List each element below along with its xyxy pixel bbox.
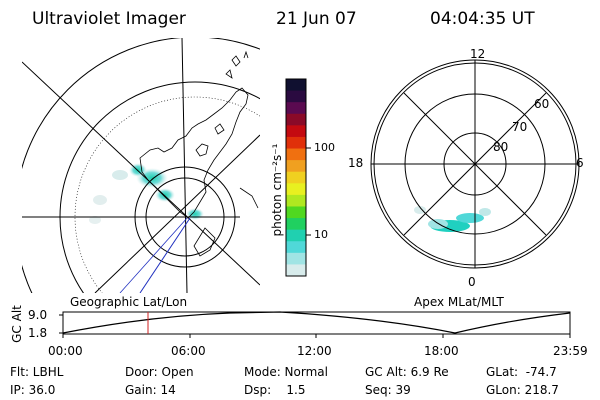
colorbar-segment	[286, 79, 306, 92]
colorbar-tick-label-100: 100	[314, 141, 335, 154]
apex-panel-label: Apex MLat/MLT	[414, 295, 504, 309]
status-filter: Flt: LBHL	[10, 365, 64, 379]
colorbar-segment	[286, 252, 306, 265]
colorbar-segment	[286, 241, 306, 254]
colorbar-tick-label-10: 10	[314, 228, 328, 241]
colorbar-segment	[286, 171, 306, 184]
colorbar	[286, 79, 306, 277]
coastline	[139, 87, 249, 219]
time-tick-0000: 00:00	[48, 344, 83, 358]
colorbar-segment	[286, 90, 306, 103]
colorbar-segment	[286, 218, 306, 231]
colorbar-segment	[286, 194, 306, 207]
colorbar-unit-label: photon cm⁻²s⁻¹	[270, 143, 284, 237]
geographic-panel-label: Geographic Lat/Lon	[70, 295, 188, 309]
altitude-ytick-top: 9.0	[28, 308, 48, 322]
lat-label-70: 70	[512, 120, 528, 134]
lat-label-80: 80	[493, 140, 509, 154]
status-gc-alt: GC Alt: 6.9 Re	[365, 365, 449, 379]
time-tick-1200: 12:00	[297, 344, 332, 358]
colorbar-segment	[286, 136, 306, 150]
mlt-label-12: 12	[470, 47, 486, 61]
colorbar-segment	[286, 160, 306, 173]
mlt-label-0: 0	[468, 275, 476, 289]
colorbar-segment	[286, 229, 306, 242]
time-tick-0600: 06:00	[171, 344, 206, 358]
altitude-ytick-bottom: 1.8	[28, 326, 48, 340]
altitude-axis-label: GC Alt	[10, 305, 24, 343]
mlt-label-18: 18	[348, 156, 364, 170]
colorbar-segment	[286, 206, 306, 219]
mlt-label-6: 6	[576, 156, 584, 170]
status-seq: Seq: 39	[365, 383, 411, 397]
altitude-plot	[59, 311, 571, 338]
status-ip: IP: 36.0	[10, 383, 56, 397]
colorbar-segment	[286, 125, 306, 138]
colorbar-segment	[286, 264, 306, 277]
status-mode: Mode: Normal	[244, 365, 328, 379]
geographic-map	[22, 38, 260, 293]
time-tick-2359: 23:59	[553, 344, 588, 358]
header-date: 21 Jun 07	[276, 9, 357, 29]
colorbar-segment	[286, 102, 306, 115]
altitude-curve	[62, 311, 571, 334]
colorbar-segment	[286, 148, 306, 161]
status-dsp: Dsp: 1.5	[244, 383, 306, 397]
time-tick-1800: 18:00	[424, 344, 459, 358]
colorbar-segment	[286, 113, 306, 126]
status-glat: GLat: -74.7	[486, 365, 557, 379]
status-gain: Gain: 14	[125, 383, 176, 397]
status-glon: GLon: 218.7	[486, 383, 559, 397]
colorbar-segment	[286, 183, 306, 196]
status-door: Door: Open	[125, 365, 194, 379]
polar-plot	[370, 59, 580, 269]
instrument-title: Ultraviolet Imager	[32, 9, 186, 29]
lat-label-60: 60	[534, 97, 550, 111]
header-time: 04:04:35 UT	[430, 9, 535, 29]
